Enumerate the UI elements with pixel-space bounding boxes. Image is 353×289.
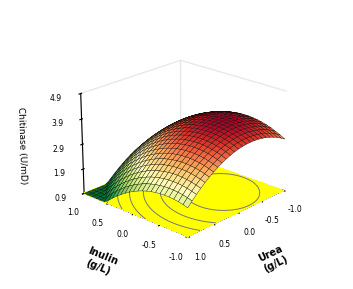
X-axis label: Urea
(g/L): Urea (g/L) [257,244,289,275]
Y-axis label: Inulin
(g/L): Inulin (g/L) [82,246,119,278]
